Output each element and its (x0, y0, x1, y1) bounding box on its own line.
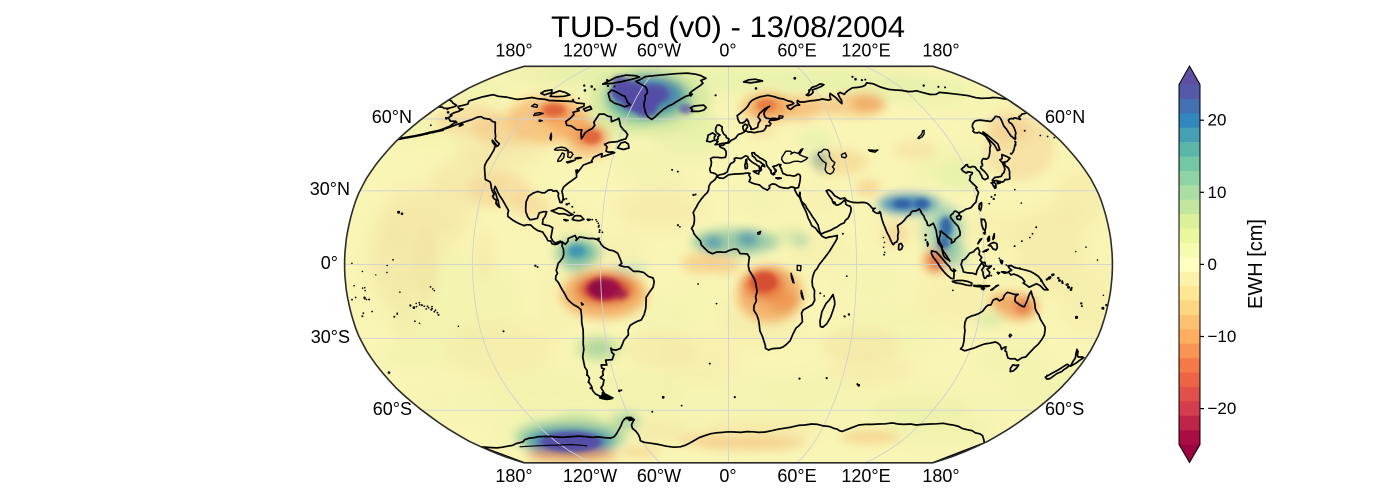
svg-text:60°W: 60°W (637, 466, 681, 486)
svg-text:0: 0 (1208, 255, 1217, 274)
svg-text:0°: 0° (719, 41, 736, 61)
svg-text:60°E: 60°E (777, 41, 816, 61)
svg-text:20: 20 (1208, 111, 1227, 130)
svg-text:60°N: 60°N (1045, 107, 1085, 127)
svg-text:120°E: 120°E (841, 41, 890, 61)
svg-text:−20: −20 (1208, 399, 1237, 418)
svg-text:60°S: 60°S (373, 399, 412, 419)
svg-text:60°E: 60°E (777, 466, 816, 486)
svg-text:180°: 180° (922, 466, 959, 486)
svg-text:60°S: 60°S (1045, 399, 1084, 419)
svg-text:120°W: 120°W (563, 41, 617, 61)
svg-text:180°: 180° (922, 41, 959, 61)
svg-text:120°W: 120°W (563, 466, 617, 486)
svg-text:EWH [cm]: EWH [cm] (1245, 219, 1267, 309)
svg-text:30°N: 30°N (310, 179, 350, 199)
svg-text:60°W: 60°W (637, 41, 681, 61)
svg-text:60°N: 60°N (372, 107, 412, 127)
svg-text:−10: −10 (1208, 327, 1237, 346)
svg-text:120°E: 120°E (841, 466, 890, 486)
svg-text:180°: 180° (495, 41, 532, 61)
svg-text:TUD-5d (v0) - 13/08/2004: TUD-5d (v0) - 13/08/2004 (551, 11, 905, 44)
svg-text:0°: 0° (719, 466, 736, 486)
svg-text:180°: 180° (495, 466, 532, 486)
svg-text:30°S: 30°S (311, 327, 350, 347)
svg-text:0°: 0° (321, 253, 338, 273)
svg-text:10: 10 (1208, 183, 1227, 202)
